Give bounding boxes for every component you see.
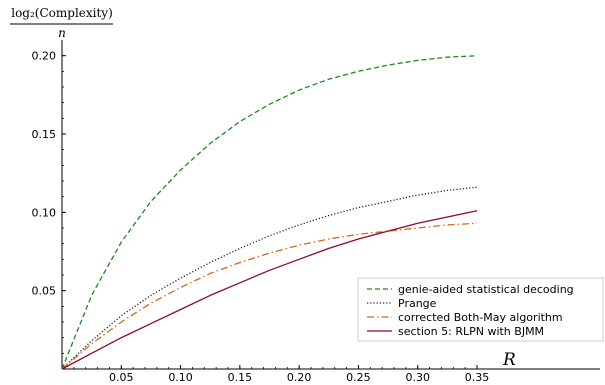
y-axis-label-numerator: log₂(Complexity): [11, 6, 113, 20]
series-line-3: [61, 210, 478, 370]
y-ticks: 0.05 0.10 0.15 0.20: [32, 50, 66, 298]
x-ticks: 0.05 0.10 0.15 0.20 0.25 0.30 0.35: [109, 365, 489, 384]
legend-box: [357, 277, 604, 342]
x-tick-label: 0.35: [465, 371, 490, 384]
x-tick-label: 0.15: [228, 371, 253, 384]
x-tick-label: 0.05: [109, 371, 134, 384]
series-line-0: [61, 55, 478, 370]
y-tick-label: 0.05: [32, 285, 57, 298]
x-tick-label: 0.20: [287, 371, 312, 384]
y-tick-label: 0.10: [32, 206, 57, 219]
y-axis-label: log₂(Complexity) n: [10, 6, 113, 40]
legend-label-0: genie-aided statistical decoding: [398, 283, 574, 296]
legend-label-2: corrected Both-May algorithm: [398, 311, 563, 324]
y-tick-label: 0.15: [32, 128, 57, 141]
x-tick-label: 0.30: [405, 371, 430, 384]
y-axis-label-denominator: n: [58, 26, 66, 40]
legend-label-3: section 5: RLPN with BJMM: [398, 325, 544, 338]
legend: genie-aided statistical decodingPrangeco…: [357, 277, 604, 342]
x-tick-label: 0.25: [346, 371, 371, 384]
x-tick-label: 0.10: [168, 371, 193, 384]
legend-label-1: Prange: [398, 297, 437, 310]
y-tick-label: 0.20: [32, 50, 57, 63]
x-axis-label: R: [502, 350, 516, 370]
series-lines: [61, 55, 478, 370]
series-line-2: [61, 222, 478, 370]
